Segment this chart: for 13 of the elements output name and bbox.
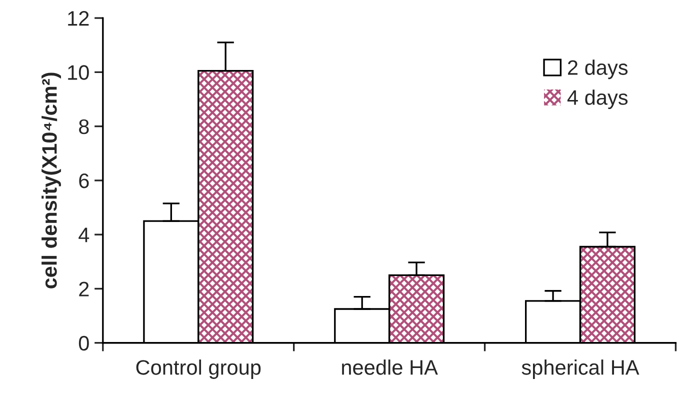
y-tick-label: 4 <box>78 228 90 242</box>
y-tick-label: 2 <box>79 282 89 296</box>
y-tick-label: 12 <box>68 11 89 26</box>
x-tick-label: Control group <box>136 360 261 379</box>
y-tick-label: 10 <box>68 65 89 80</box>
x-tick-label: spherical HA <box>522 360 640 379</box>
y-tick-label: 0 <box>78 336 89 351</box>
y-tick-label: 6 <box>79 173 89 188</box>
x-tick-label: needle HA <box>342 360 438 375</box>
legend-label: 2 days <box>568 60 628 80</box>
legend-label: 4 days <box>567 90 628 110</box>
y-axis-title: cell density(X10⁴/cm²) <box>42 72 61 288</box>
y-tick-label: 8 <box>79 119 89 134</box>
